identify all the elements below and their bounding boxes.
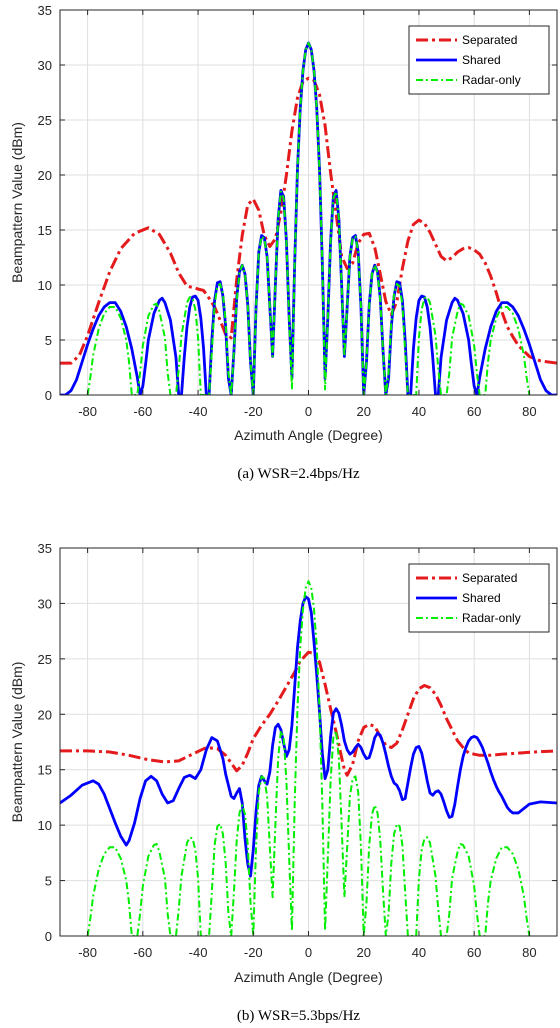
x-axis-title: Azimuth Angle (Degree) (234, 427, 383, 443)
y-axis-title: Beampattern Value (dBm) (9, 122, 25, 283)
x-tick-label: -60 (133, 404, 152, 419)
y-tick-label: 35 (38, 541, 52, 556)
x-tick-label: 20 (356, 945, 370, 960)
y-tick-label: 0 (45, 388, 52, 403)
x-tick-label: 40 (412, 945, 426, 960)
figure-caption: (a) WSR=2.4bps/Hz (237, 466, 360, 482)
y-tick-label: 20 (38, 707, 52, 722)
x-tick-label: 40 (412, 404, 426, 419)
series-line-separated (60, 76, 557, 365)
y-tick-label: 15 (38, 763, 52, 778)
x-tick-label: -60 (133, 945, 152, 960)
legend: Separated Shared Radar-only (408, 563, 550, 633)
y-tick-label: 35 (38, 3, 52, 18)
y-tick-label: 30 (38, 58, 52, 73)
x-tick-label: -40 (189, 404, 208, 419)
series-line-shared (60, 595, 557, 878)
legend: Separated Shared Radar-only (408, 25, 550, 95)
series-group (60, 41, 557, 395)
y-tick-label: 5 (45, 874, 52, 889)
legend-label-shared: Shared (462, 53, 501, 67)
series-line-separated (60, 650, 557, 777)
x-tick-label: -20 (244, 945, 263, 960)
y-tick-label: 25 (38, 652, 52, 667)
x-tick-label: 60 (467, 404, 481, 419)
x-tick-label: 80 (522, 945, 536, 960)
x-tick-label: -20 (244, 404, 263, 419)
x-tick-label: 0 (305, 404, 312, 419)
y-tick-label: 5 (45, 333, 52, 348)
series-group (60, 580, 557, 936)
y-axis-title: Beampattern Value (dBm) (9, 662, 25, 823)
chart-panel-b: -80 -60 -40 -20 0 20 40 60 80 0 5 10 15 20 25 30 35 Azimu… (9, 541, 558, 1024)
legend-label-separated: Separated (462, 571, 517, 585)
y-tick-label: 15 (38, 223, 52, 238)
x-tick-label: -80 (78, 404, 97, 419)
y-tick-label: 10 (38, 818, 52, 833)
y-tick-label: 30 (38, 596, 52, 611)
chart-panel-a: -80 -60 -40 -20 0 20 40 60 80 0 5 10 15 20 25 30 35 Azimu… (9, 3, 558, 482)
y-tick-label: 0 (45, 929, 52, 944)
series-line-radar-only (86, 42, 531, 395)
legend-label-radar-only: Radar-only (462, 611, 521, 625)
figure-caption: (b) WSR=5.3bps/Hz (237, 1008, 361, 1024)
y-tick-label: 20 (38, 168, 52, 183)
x-tick-label: 60 (467, 945, 481, 960)
x-tick-label: -40 (189, 945, 208, 960)
x-axis-title: Azimuth Angle (Degree) (234, 969, 383, 985)
y-tick-label: 10 (38, 278, 52, 293)
series-line-radar-only (86, 580, 531, 936)
legend-label-radar-only: Radar-only (462, 73, 521, 87)
x-tick-label: 20 (356, 404, 370, 419)
x-tick-label: 0 (305, 945, 312, 960)
y-tick-label: 25 (38, 113, 52, 128)
legend-label-separated: Separated (462, 33, 517, 47)
x-tick-label: 80 (522, 404, 536, 419)
x-tick-label: -80 (78, 945, 97, 960)
legend-label-shared: Shared (462, 591, 501, 605)
